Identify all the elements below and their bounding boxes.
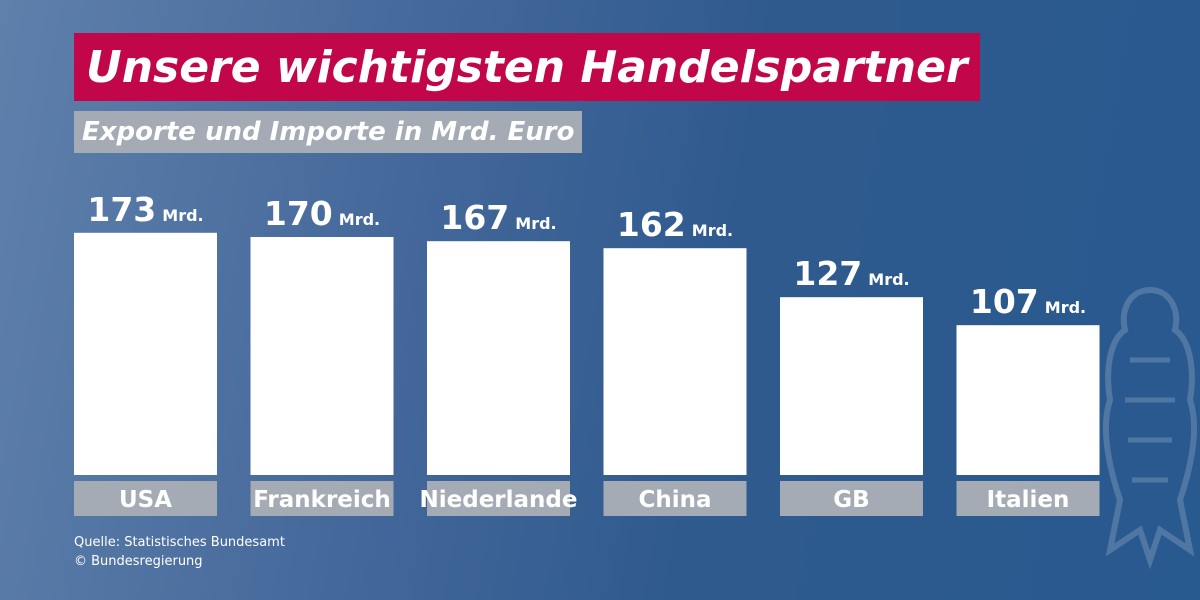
data-label: 167 Mrd. bbox=[440, 198, 556, 237]
category-label-background bbox=[427, 481, 570, 516]
data-label: 173 Mrd. bbox=[87, 190, 203, 229]
source-note: Quelle: Statistisches Bundesamt © Bundes… bbox=[74, 533, 285, 571]
bar-gb bbox=[780, 297, 923, 475]
bar-niederlande bbox=[427, 241, 570, 475]
copyright-text: © Bundesregierung bbox=[74, 554, 203, 569]
category-label-background bbox=[956, 481, 1100, 516]
source-text: Quelle: Statistisches Bundesamt bbox=[74, 535, 285, 550]
bar-frankreich bbox=[250, 237, 394, 475]
category-label: Italien bbox=[987, 487, 1070, 513]
category-label-background bbox=[250, 481, 394, 516]
category-label: China bbox=[638, 487, 711, 513]
category-label: USA bbox=[119, 487, 172, 513]
data-label: 107 Mrd. bbox=[970, 282, 1086, 321]
category-label-background bbox=[780, 481, 923, 516]
category-label: Niederlande bbox=[420, 487, 578, 513]
data-label: 170 Mrd. bbox=[264, 194, 380, 233]
data-label: 127 Mrd. bbox=[793, 254, 909, 293]
bar-usa bbox=[74, 232, 217, 475]
category-label: Frankreich bbox=[253, 487, 391, 513]
chart-subtitle: Exporte und Importe in Mrd. Euro bbox=[74, 111, 583, 153]
bar-italien bbox=[956, 325, 1100, 475]
bar-china bbox=[603, 248, 747, 475]
data-label: 162 Mrd. bbox=[617, 205, 733, 244]
category-label-background bbox=[603, 481, 747, 516]
eagle-icon bbox=[1102, 286, 1198, 570]
category-label-background bbox=[74, 481, 217, 516]
chart-title: Unsere wichtigsten Handelspartner bbox=[74, 33, 980, 101]
category-label: GB bbox=[833, 487, 869, 513]
